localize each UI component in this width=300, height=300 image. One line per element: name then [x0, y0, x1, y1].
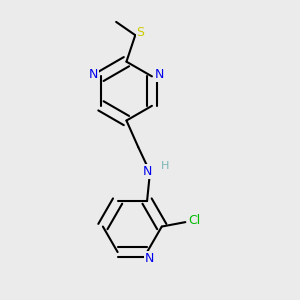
- Text: S: S: [136, 26, 145, 39]
- Text: N: N: [145, 252, 154, 265]
- Text: N: N: [89, 68, 98, 81]
- Text: N: N: [154, 68, 164, 81]
- Text: N: N: [142, 165, 152, 178]
- Text: H: H: [160, 160, 169, 171]
- Text: Cl: Cl: [188, 214, 200, 227]
